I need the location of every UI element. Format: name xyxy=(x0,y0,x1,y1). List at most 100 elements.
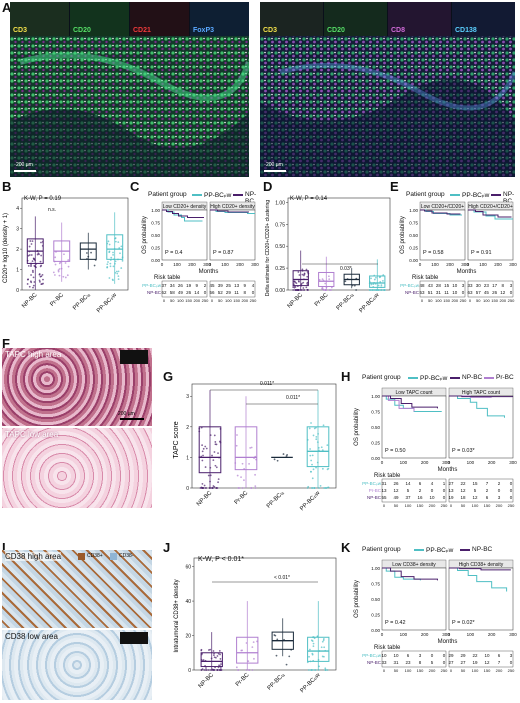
data-point xyxy=(372,289,375,291)
km-x-tick-label: 100 xyxy=(431,262,439,267)
cd38-neg-swatch xyxy=(110,553,117,560)
km-y-tick-label: 0.00 xyxy=(409,258,418,263)
panel-label-f: F xyxy=(2,336,10,351)
km-x-tick-label: 100 xyxy=(400,632,408,637)
cd38-low-image: CD38 low area xyxy=(2,630,152,700)
risk-cell: 5 xyxy=(407,488,410,493)
data-point xyxy=(370,283,373,286)
panel-k-legend-np: NP-BC xyxy=(472,546,493,553)
risk-cell: 51 xyxy=(428,290,434,295)
cd38-low-label: CD38 low area xyxy=(5,632,58,641)
data-point xyxy=(309,454,312,457)
risk-cell: 2 xyxy=(419,488,422,493)
data-point xyxy=(120,245,123,248)
risk-tick: 200 xyxy=(451,298,458,303)
risk-cell: 19 xyxy=(448,495,454,500)
risk-cell: 0 xyxy=(462,290,465,295)
km-y-tick-label: 0.75 xyxy=(371,582,380,587)
panel-d-frame xyxy=(287,197,391,291)
km-curve xyxy=(420,209,461,215)
data-point xyxy=(58,262,61,265)
data-point xyxy=(29,280,32,283)
data-point xyxy=(31,240,34,242)
km-curve xyxy=(210,209,249,213)
km-y-tick-label: 1.00 xyxy=(409,208,418,213)
data-point xyxy=(40,264,43,267)
data-point xyxy=(297,280,300,282)
data-point xyxy=(380,284,383,287)
risk-cell: 45 xyxy=(209,283,215,288)
y-tick-label: 3 xyxy=(16,227,19,233)
data-point xyxy=(302,287,305,289)
data-point xyxy=(117,275,120,277)
data-point xyxy=(248,669,251,671)
risk-cell: 0 xyxy=(443,488,446,493)
multiplex-image-right-art xyxy=(260,2,518,177)
risk-tick: 200 xyxy=(429,503,436,508)
tab-cd8: CD8 xyxy=(391,27,406,34)
data-point xyxy=(370,277,372,280)
group-label: PP-BCₗₐ xyxy=(336,292,356,312)
risk-cell: 13 xyxy=(234,283,240,288)
km-xlabel: Months xyxy=(438,467,458,473)
data-point xyxy=(241,462,244,465)
data-point xyxy=(292,289,295,291)
y-tick-label: 2 xyxy=(186,425,189,431)
data-point xyxy=(107,261,109,263)
panel-j-frame xyxy=(193,557,337,671)
data-point xyxy=(207,669,210,671)
km-pvalue: P = 0.03* xyxy=(452,448,476,454)
group-label: PP-BCₚw xyxy=(359,292,382,315)
data-point xyxy=(30,274,32,276)
km-x-tick-label: 100 xyxy=(221,262,229,267)
data-point xyxy=(320,446,323,449)
km-x-tick-label: 300 xyxy=(442,632,450,637)
panel-label-h: H xyxy=(341,369,351,384)
data-point xyxy=(33,281,36,283)
risk-tick: 0 xyxy=(383,503,386,508)
risk-tick: 50 xyxy=(170,298,175,303)
data-point xyxy=(318,487,320,489)
risk-tick: 50 xyxy=(461,668,466,673)
data-point xyxy=(117,241,120,244)
data-point xyxy=(303,289,305,291)
risk-cell: 26 xyxy=(393,481,399,486)
km-y-tick-label: 1.00 xyxy=(371,566,380,571)
data-point xyxy=(199,487,202,489)
km-x-tick-label: 100 xyxy=(400,460,408,465)
risk-cell: 10 xyxy=(452,283,458,288)
km-y-tick-label: 0.50 xyxy=(371,425,380,430)
panel-label-i: I xyxy=(2,540,6,555)
data-point xyxy=(58,268,61,270)
risk-cell: 2 xyxy=(486,488,489,493)
risk-cell: 62 xyxy=(161,290,167,295)
km-y-tick-label: 1.00 xyxy=(151,208,160,213)
data-point xyxy=(115,270,118,273)
data-point xyxy=(323,646,326,649)
box xyxy=(200,652,223,668)
data-point xyxy=(254,473,256,476)
data-point xyxy=(54,256,57,259)
data-point xyxy=(286,454,289,456)
risk-tick: 0 xyxy=(450,503,453,508)
km-strip-label: Low CD20+ density xyxy=(163,204,207,210)
data-point xyxy=(310,669,313,671)
km-y-tick-label: 0.00 xyxy=(371,628,380,633)
km-x-tick-label: 200 xyxy=(421,460,429,465)
risk-tick: 100 xyxy=(405,503,412,508)
box xyxy=(307,636,330,662)
data-point xyxy=(52,271,55,274)
risk-cell: 23 xyxy=(484,283,490,288)
risk-cell: 37 xyxy=(161,283,167,288)
panel-b-ylabel: CD20+ log10 (density + 1) xyxy=(3,213,9,283)
cd38-pos-legend: CD38+ xyxy=(87,553,103,559)
risk-cell: 33 xyxy=(381,660,387,665)
km-xlabel: Months xyxy=(457,269,477,275)
risk-tick: 250 xyxy=(250,298,257,303)
km-x-tick-label: 0 xyxy=(381,460,384,465)
data-point xyxy=(330,286,333,289)
risk-tick: 250 xyxy=(202,298,209,303)
risk-table-title: Risk table xyxy=(154,275,181,281)
risk-tick: 100 xyxy=(472,503,479,508)
group-label: NP-BC xyxy=(196,490,214,508)
